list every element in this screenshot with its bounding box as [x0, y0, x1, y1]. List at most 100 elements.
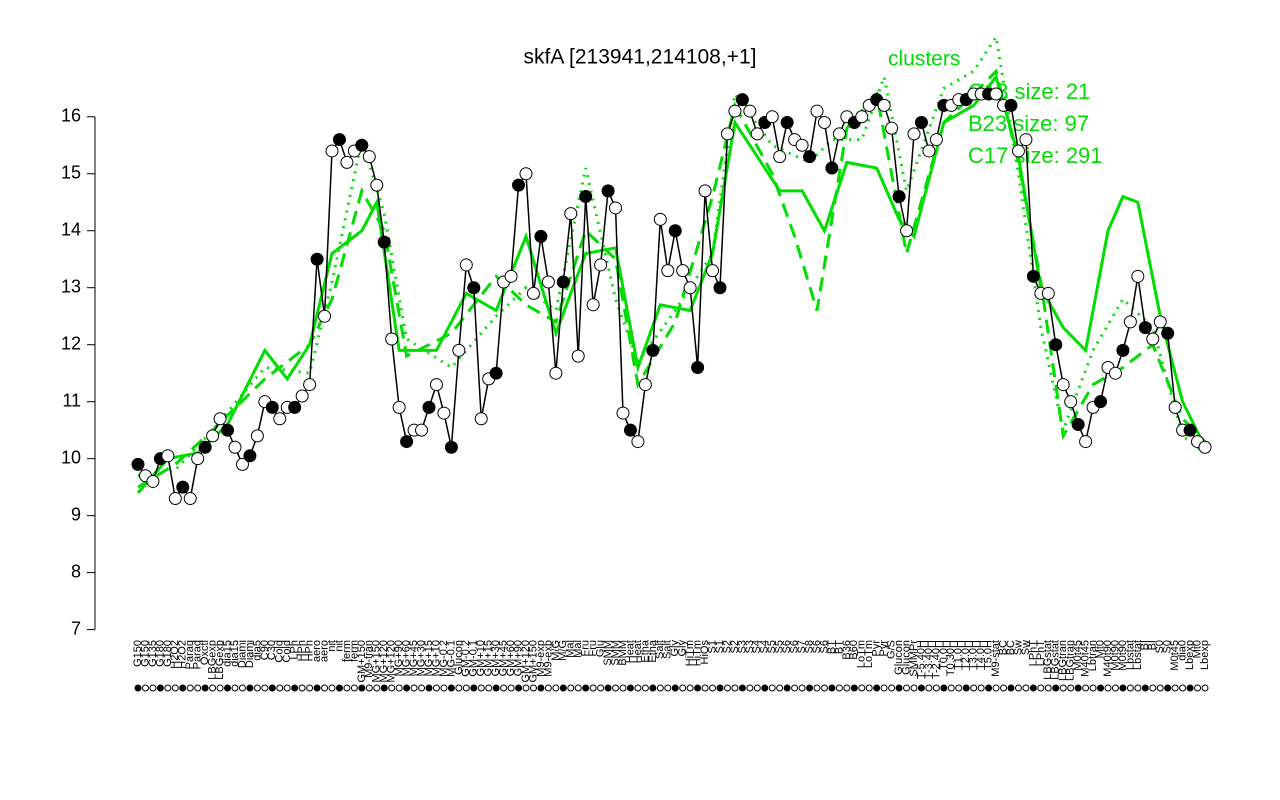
data-point [914, 115, 928, 129]
x-marker [395, 684, 403, 692]
data-point [519, 167, 533, 181]
x-marker [194, 684, 202, 692]
x-tick-label: Salt [662, 640, 674, 659]
x-marker [806, 684, 814, 692]
data-point [288, 400, 302, 414]
x-tick-label: Gly [669, 640, 681, 657]
chart-title: skfA [213941,214108,+1] [524, 46, 757, 69]
x-tick-label: S4 [751, 640, 763, 653]
x-marker [492, 684, 500, 692]
data-point [735, 93, 749, 107]
x-marker [343, 684, 351, 692]
data-point [750, 127, 764, 141]
x-marker [224, 684, 232, 692]
data-point [623, 423, 637, 437]
data-point [706, 264, 720, 278]
x-marker [373, 684, 381, 692]
x-tick-label: BT [826, 640, 838, 654]
x-tick-label: G135 [147, 640, 159, 667]
data-point [556, 275, 570, 289]
x-marker [932, 684, 940, 692]
x-tick-label: T-3.40H [923, 640, 935, 679]
x-marker [1141, 684, 1149, 692]
x-marker [1111, 684, 1119, 692]
x-marker [231, 684, 239, 692]
data-point [362, 150, 376, 164]
x-marker [1097, 684, 1105, 692]
y-tick-label: 9 [71, 504, 81, 524]
x-tick-label: Diami [244, 640, 256, 668]
x-tick-label: nit [326, 640, 338, 652]
x-tick-label: GM+10 [475, 640, 487, 676]
data-point [534, 229, 548, 243]
x-tick-label: HiOs [699, 640, 711, 665]
x-marker [529, 684, 537, 692]
x-tick-label: S0 [1162, 640, 1174, 653]
x-marker [768, 684, 776, 692]
data-point [467, 281, 481, 295]
x-tick-label: Cold [281, 640, 293, 663]
x-marker [649, 684, 657, 692]
x-tick-label: MG+60 [401, 640, 413, 676]
data-point [1019, 133, 1033, 147]
x-marker [873, 684, 881, 692]
x-marker [895, 684, 903, 692]
data-point [235, 457, 249, 471]
x-marker [425, 684, 433, 692]
data-point [295, 389, 309, 403]
data-point [1056, 378, 1070, 392]
data-point [586, 298, 600, 312]
data-point [1116, 343, 1130, 357]
x-tick-label: SMM [602, 640, 614, 666]
x-tick-label: GM+150 [527, 640, 539, 683]
x-marker [634, 684, 642, 692]
x-tick-label: LBGtran [1065, 640, 1077, 681]
data-point [989, 87, 1003, 101]
x-tick-label: T1.0H [953, 640, 965, 670]
x-marker [686, 684, 694, 692]
data-point [131, 457, 145, 471]
data-point [803, 150, 817, 164]
x-marker [1104, 684, 1112, 692]
x-marker [328, 684, 336, 692]
x-tick-label: S1 [714, 640, 726, 653]
data-point [691, 360, 705, 374]
x-tick-label: S8 [803, 640, 815, 653]
x-marker [1074, 684, 1082, 692]
x-tick-label: LBGstat [1050, 640, 1062, 680]
x-tick-label: M9-tran [363, 640, 375, 678]
x-tick-label: S4 [759, 640, 771, 653]
x-marker [1201, 684, 1209, 692]
x-tick-label: LPhT [1035, 640, 1047, 667]
x-marker [238, 684, 246, 692]
x-tick-label: Diami [236, 640, 248, 668]
data-point [609, 201, 623, 215]
x-marker [246, 684, 254, 692]
data-point [340, 155, 354, 169]
data-point [1071, 417, 1085, 431]
x-marker [738, 684, 746, 692]
data-point [385, 332, 399, 346]
data-point [355, 138, 369, 152]
x-marker [470, 684, 478, 692]
x-tick-label: T-5.40H [915, 640, 927, 679]
x-tick-label: GM+60 [505, 640, 517, 676]
x-marker [507, 684, 515, 692]
y-tick-label: 15 [61, 163, 81, 183]
x-tick-label: ferm [348, 640, 360, 662]
x-marker [321, 684, 329, 692]
x-marker [1000, 684, 1008, 692]
x-marker [418, 684, 426, 692]
x-marker [1179, 684, 1187, 692]
x-tick-label: S6 [818, 640, 830, 653]
y-tick-label: 7 [71, 618, 81, 638]
x-tick-label: MG+90 [393, 640, 405, 676]
cluster-line [137, 68, 1207, 489]
x-marker [761, 684, 769, 692]
x-tick-label: H2O2 [177, 640, 189, 669]
x-tick-label: Mal [572, 640, 584, 658]
x-marker [1164, 684, 1172, 692]
data-point [728, 104, 742, 118]
data-point [1183, 423, 1197, 437]
data-point [273, 412, 287, 426]
